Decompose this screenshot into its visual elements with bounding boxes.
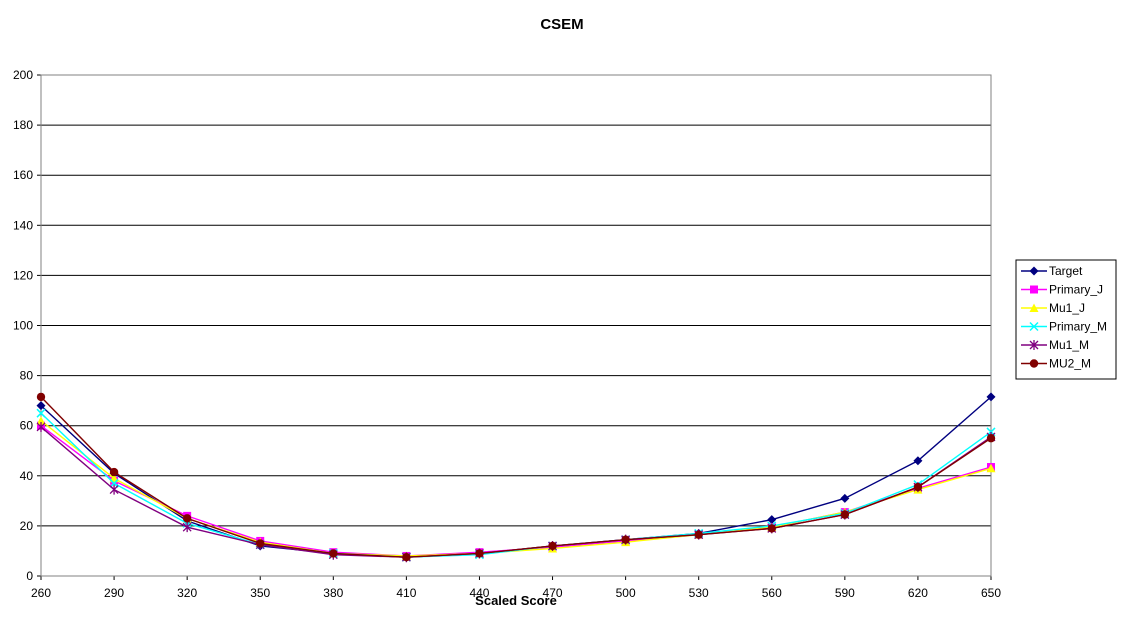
y-tick-label: 120 [13,268,33,282]
data-point [109,467,119,477]
x-tick-label: 590 [835,586,855,600]
data-point [621,535,630,544]
y-tick-label: 60 [20,419,34,433]
legend-marker [1029,303,1039,312]
data-point [256,539,265,548]
series-primary-m [36,408,996,562]
data-point [767,524,776,533]
legend-label: Mu1_M [1049,338,1089,352]
series-mu1-m [36,421,996,563]
series-mu1-j [36,416,996,560]
x-tick-label: 320 [177,586,197,600]
x-tick-label: 530 [689,586,709,600]
x-tick-label: 290 [104,586,124,600]
series-line [40,396,992,558]
legend-entry: Target [1021,264,1083,278]
legend-marker [1029,321,1039,332]
x-tick-label: 350 [250,586,270,600]
x-tick-label: 500 [616,586,636,600]
legend-entry: MU2_M [1021,357,1091,371]
data-point [767,515,777,525]
data-point [402,553,411,562]
x-tick-label: 410 [396,586,416,600]
legend-label: Primary_M [1049,320,1107,334]
x-tick-labels: 260 290 320 350 380 410 440 470 500 530 560 590 620 6… [31,576,1001,600]
legend: Target Primary_J Mu1_J Primary_M Mu1_M MU2_M [1015,259,1117,380]
data-point [36,401,46,411]
series-group [36,392,996,563]
data-point [548,541,557,551]
data-point [840,510,850,519]
x-tick-label: 380 [323,586,343,600]
x-tick-label: 650 [981,586,1001,600]
y-tick-label: 200 [13,68,33,82]
series-line [40,425,992,557]
y-tick-label: 180 [13,118,33,132]
x-tick-label: 470 [543,586,563,600]
data-point [109,478,119,488]
x-tick-label: 440 [469,586,489,600]
x-tick-label: 620 [908,586,928,600]
y-tick-label: 80 [20,369,34,383]
data-point [36,421,46,432]
legend-label: Primary_J [1049,283,1103,297]
legend-entry: Mu1_M [1021,338,1089,352]
y-tick-label: 100 [13,319,33,333]
series-line [40,396,992,558]
legend-entry: Primary_J [1021,283,1103,297]
gridlines [37,74,991,577]
data-point [694,530,703,539]
series-line [40,412,992,558]
series-primary-j [37,421,995,560]
data-point [986,392,996,402]
data-point [36,416,46,425]
legend-box [1015,259,1117,380]
data-point [913,482,923,492]
y-tick-labels: 0 20 40 60 80 100 120 140 160 180 200 [13,68,33,583]
legend-entry: Mu1_J [1021,301,1085,315]
legend-entry: Primary_M [1021,320,1107,334]
y-tick-label: 140 [13,218,33,232]
plot-area-frame [40,74,992,577]
data-point [182,514,192,523]
data-point [840,493,850,503]
legend-label: Mu1_J [1049,301,1085,315]
series-mu2-m [36,392,996,562]
series-target [36,392,996,562]
legend-marker [1029,340,1039,350]
legend-label: Target [1049,264,1083,278]
data-point [109,484,119,495]
legend-label: MU2_M [1049,357,1091,371]
legend-marker [1030,285,1038,294]
data-point [986,463,996,473]
data-point [36,392,46,402]
data-point [329,549,338,558]
y-tick-label: 0 [26,569,33,583]
data-point [182,522,192,533]
series-line [40,420,992,557]
x-axis-label: Scaled Score [475,593,557,608]
x-tick-label: 260 [31,586,51,600]
y-tick-label: 40 [20,469,34,483]
x-tick-label: 560 [762,586,782,600]
data-point [36,408,46,418]
data-point [475,549,484,558]
y-tick-label: 160 [13,168,33,182]
data-point [986,434,996,443]
chart-title: CSEM [540,16,583,33]
series-line [40,426,992,558]
legend-marker [1029,359,1039,368]
y-tick-label: 20 [20,519,34,533]
data-point [913,456,923,466]
legend-marker [1029,266,1039,276]
